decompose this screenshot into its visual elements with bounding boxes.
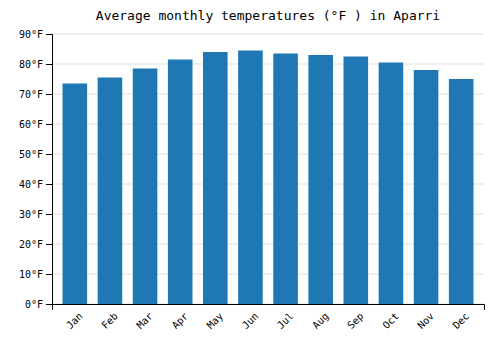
x-tick-label: May <box>205 310 226 331</box>
y-tick-label: 0°F <box>25 299 43 310</box>
grid-line <box>52 34 484 35</box>
bar <box>449 79 474 304</box>
y-tick-label: 80°F <box>19 59 43 70</box>
x-axis-line <box>53 305 485 311</box>
x-tick-label: Apr <box>170 310 191 331</box>
y-tick-mark <box>46 274 52 275</box>
bar <box>344 57 369 305</box>
title: Average monthly temperatures (°F ) in Ap… <box>96 8 440 23</box>
x-tick: Sep <box>345 310 366 331</box>
x-tick: Jun <box>240 310 261 331</box>
y-tick-label: 10°F <box>19 269 43 280</box>
chart: 0°F 10°F 20°F 30°F 40°F 50°F 60°F 70°F 80°F 90°F J… <box>0 0 500 350</box>
grid <box>52 34 484 304</box>
y-tick-label: 70°F <box>19 89 43 100</box>
bar <box>133 69 158 305</box>
x-tick: Aug <box>310 310 331 331</box>
y-tick-mark <box>46 64 52 65</box>
bar <box>63 84 88 305</box>
bar <box>238 51 263 305</box>
grid-line <box>52 64 484 65</box>
x-tick-label: Sep <box>345 310 366 331</box>
bar <box>308 55 333 304</box>
x-axis: Jan Feb Mar Apr May Jun Jul Aug Sep Oct Nov Dec <box>53 305 485 331</box>
x-tick-label: Oct <box>380 310 401 331</box>
x-tick-label: Aug <box>310 310 331 331</box>
y-tick-label: 50°F <box>19 149 43 160</box>
x-tick: Jan <box>64 310 85 331</box>
x-tick: Dec <box>451 310 472 331</box>
x-tick: Mar <box>134 310 155 331</box>
y-tick-mark <box>46 214 52 215</box>
y-tick: 40°F <box>19 179 52 190</box>
y-tick: 20°F <box>19 239 52 250</box>
y-tick-mark <box>46 304 52 305</box>
x-tick: Nov <box>415 310 436 331</box>
y-tick-mark <box>46 34 52 35</box>
y-tick-mark <box>46 94 52 95</box>
y-tick-label: 90°F <box>19 29 43 40</box>
bar <box>273 54 298 305</box>
y-axis: 0°F 10°F 20°F 30°F 40°F 50°F 60°F 70°F 80°F 90°F <box>19 29 53 310</box>
y-tick-label: 30°F <box>19 209 43 220</box>
x-tick: Oct <box>380 310 401 331</box>
x-tick-label: Mar <box>134 310 155 331</box>
x-tick-label: Dec <box>451 310 472 331</box>
y-tick-label: 20°F <box>19 239 43 250</box>
y-tick: 50°F <box>19 149 52 160</box>
x-tick: May <box>205 310 226 331</box>
y-tick-mark <box>46 154 52 155</box>
y-tick-mark <box>46 244 52 245</box>
bar <box>168 60 193 305</box>
y-tick-label: 60°F <box>19 119 43 130</box>
x-tick-label: Jun <box>240 310 261 331</box>
x-tick-label: Nov <box>415 310 436 331</box>
y-tick: 90°F <box>19 29 52 40</box>
y-tick: 0°F <box>25 299 52 310</box>
y-tick-label: 40°F <box>19 179 43 190</box>
x-tick-label: Jul <box>275 310 296 331</box>
bar <box>98 78 123 305</box>
y-axis-line <box>46 35 53 305</box>
x-tick: Apr <box>170 310 191 331</box>
y-tick: 30°F <box>19 209 52 220</box>
chart-container: 0°F 10°F 20°F 30°F 40°F 50°F 60°F 70°F 80°F 90°F J… <box>0 0 500 350</box>
x-tick-label: Feb <box>99 310 120 331</box>
y-tick: 80°F <box>19 59 52 70</box>
y-tick: 10°F <box>19 269 52 280</box>
x-tick: Jul <box>275 310 296 331</box>
plot-area: 0°F 10°F 20°F 30°F 40°F 50°F 60°F 70°F 80°F 90°F J… <box>19 29 485 331</box>
x-tick-label: Jan <box>64 310 85 331</box>
bar <box>379 63 404 305</box>
y-tick: 70°F <box>19 89 52 100</box>
bar <box>203 52 228 304</box>
y-tick-mark <box>46 184 52 185</box>
y-tick-mark <box>46 124 52 125</box>
bar <box>414 70 439 304</box>
y-tick: 60°F <box>19 119 52 130</box>
bars <box>63 51 474 305</box>
x-tick: Feb <box>99 310 120 331</box>
